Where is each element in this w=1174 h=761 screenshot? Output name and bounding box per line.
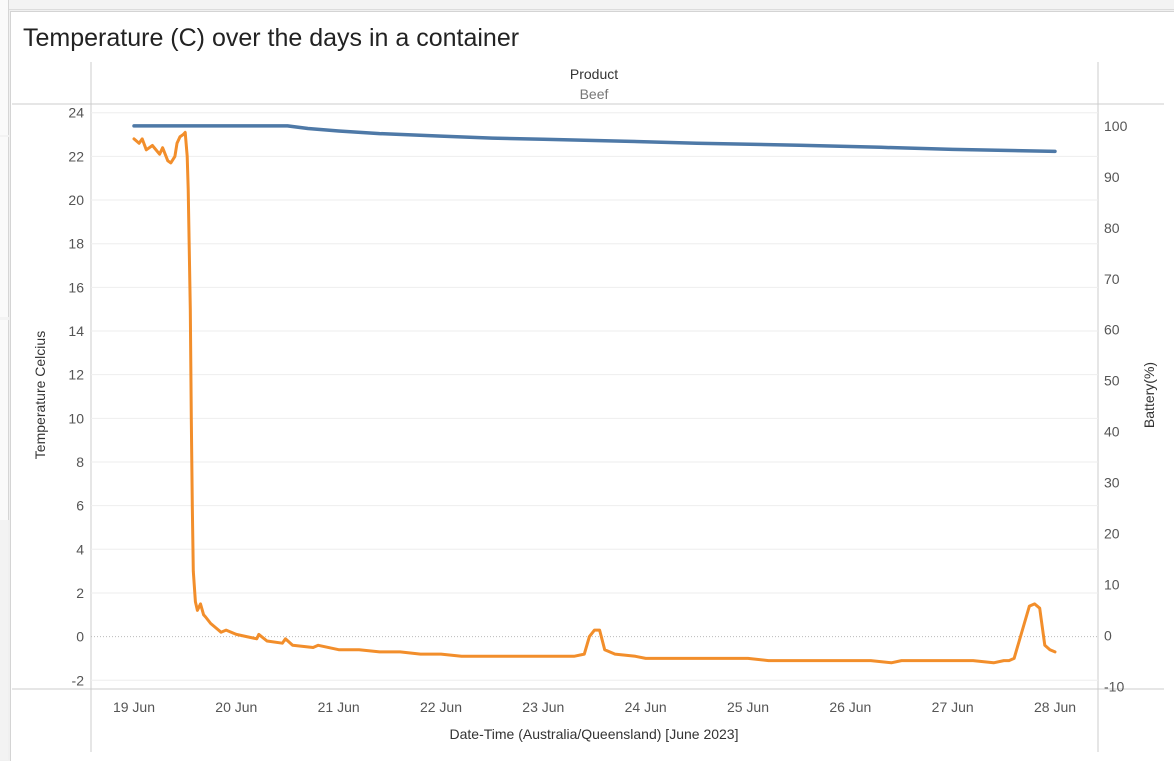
y-tick-label: 16: [68, 279, 84, 295]
y-tick-label: 12: [68, 367, 84, 383]
facet-header-field: Product: [569, 66, 619, 82]
y2-tick-label: 20: [1104, 526, 1120, 542]
x-tick-label: 25 Jun: [727, 699, 769, 715]
y2-tick-label: 10: [1104, 577, 1120, 593]
x-tick-label: 21 Jun: [318, 699, 360, 715]
y2-tick-label: 100: [1104, 118, 1128, 134]
left-rail: [0, 0, 9, 760]
y-tick-label: 14: [68, 323, 84, 339]
y2-axis-title: Battery(%): [1141, 361, 1157, 429]
y-tick-label: 8: [76, 454, 84, 470]
y-tick-label: 20: [68, 192, 84, 208]
y-tick-label: 18: [68, 236, 84, 252]
chart-panel: [10, 11, 1174, 761]
y2-tick-label: 30: [1104, 475, 1120, 491]
y-tick-label: 6: [76, 498, 84, 514]
x-tick-label: 20 Jun: [215, 699, 257, 715]
y-tick-label: 24: [68, 105, 84, 121]
x-tick-label: 23 Jun: [522, 699, 564, 715]
y2-tick-label: 90: [1104, 169, 1120, 185]
x-tick-label: 24 Jun: [625, 699, 667, 715]
x-tick-label: 26 Jun: [829, 699, 871, 715]
facet-header-value: Beef: [579, 86, 609, 102]
y2-tick-label: 50: [1104, 373, 1120, 389]
window-top-strip: [0, 0, 1174, 10]
y-tick-label: 4: [76, 541, 84, 557]
y-axis-title: Temperature Celcius: [32, 330, 48, 460]
temperature-series-line: [132, 130, 1057, 665]
x-tick-label: 22 Jun: [420, 699, 462, 715]
y-tick-label: -2: [72, 672, 85, 688]
y2-tick-label: 60: [1104, 322, 1120, 338]
page-title: Temperature (C) over the days in a conta…: [23, 24, 520, 52]
y2-tick-label: 0: [1104, 627, 1112, 643]
y-tick-label: 10: [68, 410, 84, 426]
battery-series-line: [132, 124, 1057, 154]
x-tick-label: 28 Jun: [1034, 699, 1076, 715]
y-tick-label: 0: [76, 629, 84, 645]
x-tick-label: 27 Jun: [932, 699, 974, 715]
y2-tick-label: 70: [1104, 271, 1120, 287]
y-tick-label: 2: [76, 585, 84, 601]
y-tick-label: 22: [68, 148, 84, 164]
y2-tick-label: -10: [1104, 678, 1124, 694]
x-tick-label: 19 Jun: [113, 699, 155, 715]
y2-tick-label: 80: [1104, 220, 1120, 236]
y2-tick-label: 40: [1104, 424, 1120, 440]
x-axis-title: Date-Time (Australia/Queensland) [June 2…: [449, 726, 739, 742]
